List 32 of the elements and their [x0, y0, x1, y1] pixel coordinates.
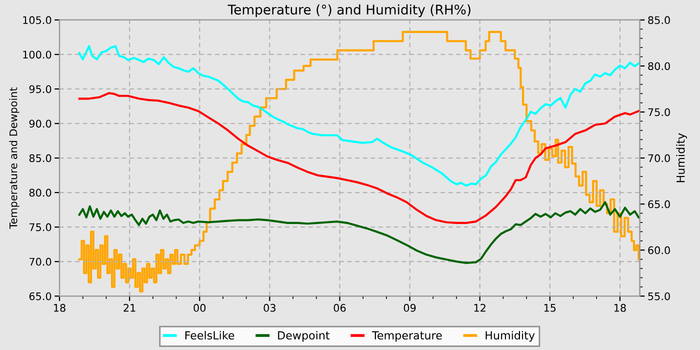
x-tick-label: 06 [334, 304, 346, 312]
x-tick-label: 03 [264, 304, 276, 312]
y-tick-label: 85.0 [29, 154, 52, 162]
y2-tick-label: 60.0 [648, 246, 670, 254]
x-tick-label: 12 [474, 304, 486, 312]
y-tick-label: 90.0 [29, 120, 52, 128]
x-tick-label: 21 [124, 304, 136, 312]
legend-label: Humidity [486, 330, 535, 342]
legend-label: Temperature [372, 331, 442, 342]
y2-axis-title: Humidity [676, 133, 687, 182]
x-tick-label: 09 [404, 304, 416, 312]
y2-tick-label: 75.0 [648, 108, 670, 116]
y-tick-label: 80.0 [29, 188, 52, 197]
y2-tick-label: 65.0 [648, 200, 670, 208]
legend-label: FeelsLike [185, 330, 234, 340]
legend-label: Dewpoint [278, 330, 330, 342]
y-tick-label: 65.0 [29, 292, 52, 300]
y2-tick-label: 55.0 [648, 292, 670, 300]
y-tick-label: 70.0 [30, 258, 52, 266]
x-tick-label: 00 [194, 304, 206, 312]
x-tick-label: 15 [544, 304, 556, 312]
y-tick-label: 105.0 [23, 16, 52, 24]
y-axis-title: Temperature and Dewpoint [9, 87, 20, 229]
y-tick-label: 100.0 [23, 50, 52, 59]
y-tick-label: 95.0 [29, 85, 52, 94]
y-tick-label: 75.0 [30, 223, 52, 232]
y2-tick-label: 70.0 [648, 154, 670, 162]
y2-tick-label: 85.0 [648, 16, 670, 24]
x-tick-label: 18 [614, 304, 626, 312]
chart-title: Temperature (°) and Humidity (RH%) [228, 4, 470, 18]
x-tick-label: 18 [54, 304, 66, 312]
y2-tick-label: 80.0 [648, 62, 670, 70]
